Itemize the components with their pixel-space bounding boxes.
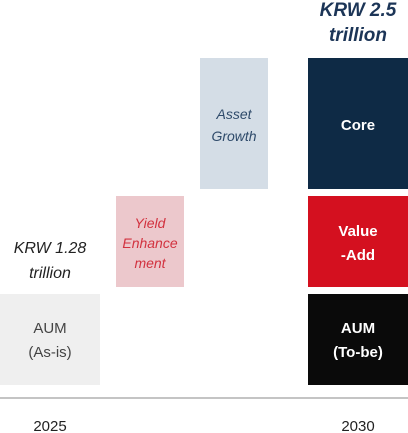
x-tick-label-2030: 2030 (341, 418, 374, 433)
bar-core (308, 58, 408, 189)
x-tick-label-2025: 2025 (33, 418, 66, 433)
label-end-total-krw-2-5-trillion-line-2: trillion (329, 25, 387, 46)
label-end-total-krw-2-5-trillion-line-1: KRW 2.5 (320, 0, 397, 21)
label-asset-growth-line-1: Asset (215, 106, 252, 122)
label-yield-enhancement-line-3: ment (134, 255, 166, 271)
label-start-total-krw-1-28-trillion-line-1: KRW 1.28 (14, 240, 87, 257)
label-asset-growth-line-2: Growth (211, 128, 256, 144)
label-aum-as-is-line-2: (As-is) (28, 344, 71, 361)
label-start-total-krw-1-28-trillion: KRW 1.28 trillion (14, 240, 87, 282)
label-aum-as-is-line-1: AUM (33, 320, 66, 337)
bar-asset-growth (200, 58, 268, 189)
bar-aum-to-be (308, 294, 408, 385)
label-asset-growth: Asset Growth (211, 106, 256, 144)
label-yield-enhancement-line-2: Enhance (122, 235, 177, 251)
label-yield-enhancement: Yield Enhance ment (122, 215, 177, 271)
label-core: Core (341, 117, 375, 134)
label-core-line-1: Core (341, 117, 375, 134)
bar-yield-enhancement (116, 196, 184, 287)
label-end-total-krw-2-5-trillion: KRW 2.5 trillion (320, 0, 397, 46)
label-start-total-krw-1-28-trillion-line-2: trillion (29, 265, 71, 282)
label-yield-enhancement-line-1: Yield (135, 215, 167, 231)
label-aum-to-be-line-2: (To-be) (333, 344, 383, 361)
label-aum-to-be: AUM (To-be) (333, 320, 383, 361)
label-aum-to-be-line-1: AUM (341, 320, 375, 337)
label-value-add: Value -Add (338, 223, 377, 264)
label-value-add-line-1: Value (338, 223, 377, 240)
bar-aum-as-is (0, 294, 100, 385)
bar-value-add (308, 196, 408, 287)
label-aum-as-is: AUM (As-is) (28, 320, 71, 361)
label-value-add-line-2: -Add (341, 247, 375, 264)
